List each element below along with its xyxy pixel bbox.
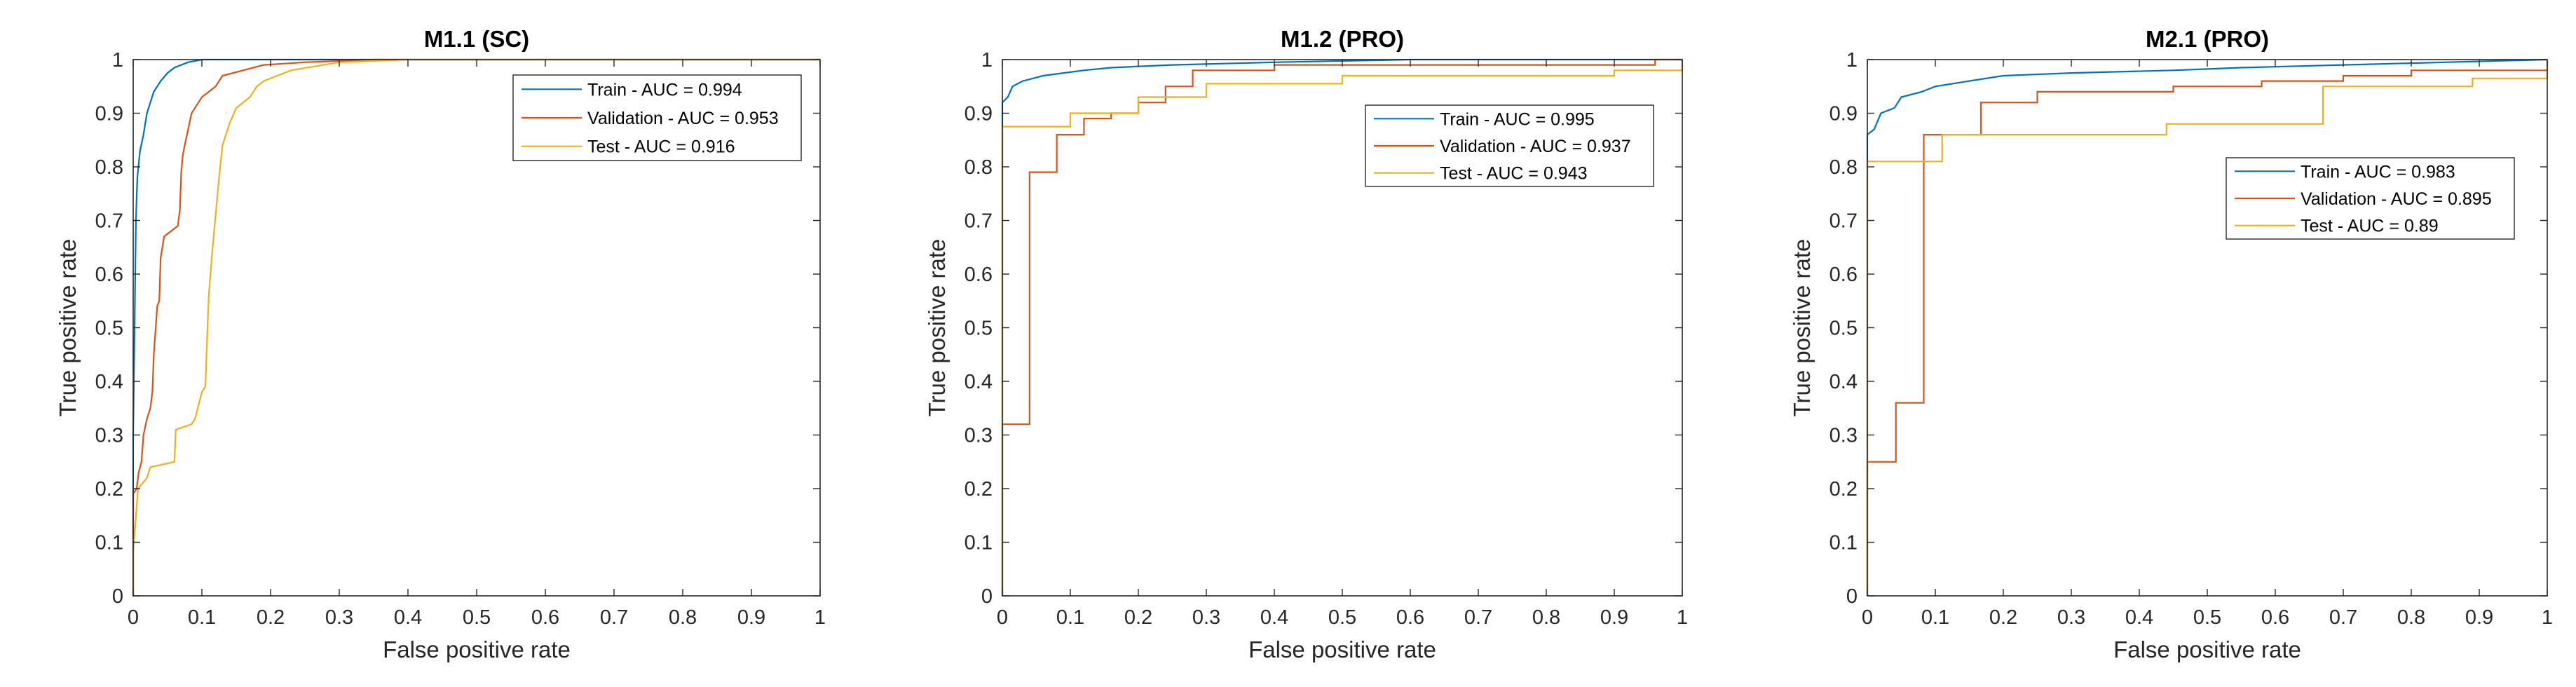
x-tick-label: 0.7 <box>2329 606 2357 629</box>
legend-label-train: Train - AUC = 0.983 <box>2301 162 2455 182</box>
x-tick-label: 0.6 <box>531 606 559 629</box>
y-tick-label: 0.2 <box>1829 478 1858 501</box>
y-tick-label: 0.2 <box>965 478 993 501</box>
y-tick-label: 0 <box>1846 585 1858 608</box>
chart-title: M1.1 (SC) <box>424 26 529 52</box>
legend: Train - AUC = 0.983 Validation - AUC = 0.… <box>2226 157 2515 240</box>
roc-curve-train <box>1866 58 2548 596</box>
y-tick-label: 0.6 <box>1829 264 1858 286</box>
x-tick-label: 1 <box>815 606 826 629</box>
legend-label-test: Test - AUC = 0.916 <box>587 137 735 157</box>
x-tick-label: 0.1 <box>1056 606 1084 629</box>
y-tick-label: 0 <box>112 585 123 608</box>
y-axis-label: True positive rate <box>55 239 81 417</box>
y-tick-label: 0 <box>981 585 993 608</box>
y-tick-label: 0.3 <box>965 425 993 447</box>
y-tick-label: 0.1 <box>95 532 123 555</box>
roc-curve-validation <box>1866 60 2549 596</box>
y-tick-label: 0.3 <box>1829 425 1858 447</box>
chart-title: M2.1 (PRO) <box>2146 26 2269 52</box>
y-tick-label: 0.7 <box>95 210 123 233</box>
roc-curve-test <box>132 58 820 596</box>
x-tick-label: 0.7 <box>1464 606 1492 629</box>
y-tick-label: 0.3 <box>95 425 123 447</box>
y-tick-label: 0.8 <box>95 156 123 179</box>
y-tick-label: 0.4 <box>965 371 993 393</box>
x-tick-label: 0.4 <box>394 606 422 629</box>
x-tick-label: 0.3 <box>1192 606 1220 629</box>
x-axis-label: False positive rate <box>1248 637 1436 662</box>
roc-curve-validation <box>132 58 820 596</box>
x-tick-label: 0.5 <box>2193 606 2221 629</box>
x-tick-label: 0.5 <box>1328 606 1356 629</box>
y-tick-label: 0.9 <box>1829 103 1858 125</box>
x-tick-label: 0.2 <box>1989 606 2017 629</box>
x-tick-label: 0.2 <box>1124 606 1152 629</box>
x-tick-label: 0 <box>1862 606 1873 629</box>
x-tick-label: 0.8 <box>2397 606 2425 629</box>
x-tick-label: 0.4 <box>2125 606 2153 629</box>
y-tick-label: 1 <box>112 49 123 72</box>
roc-curve-test <box>1001 60 1684 596</box>
legend-label-test: Test - AUC = 0.943 <box>1440 164 1588 184</box>
y-tick-label: 1 <box>1846 49 1858 72</box>
x-tick-label: 0.5 <box>463 606 491 629</box>
x-axis-label: False positive rate <box>2113 637 2301 662</box>
y-axis-label: True positive rate <box>924 239 950 417</box>
x-tick-label: 0.8 <box>669 606 697 629</box>
x-tick-label: 0.2 <box>257 606 285 629</box>
legend-label-train: Train - AUC = 0.994 <box>587 80 742 100</box>
legend-label-validation: Validation - AUC = 0.895 <box>2301 189 2492 209</box>
x-tick-label: 1 <box>2542 606 2553 629</box>
y-tick-label: 0.7 <box>1829 210 1858 233</box>
x-axis-label: False positive rate <box>383 637 571 662</box>
x-tick-label: 0.6 <box>1396 606 1424 629</box>
y-tick-label: 0.5 <box>1829 318 1858 340</box>
chart-title: M1.2 (PRO) <box>1281 26 1404 52</box>
y-tick-label: 0.8 <box>1829 156 1858 179</box>
y-tick-label: 0.7 <box>965 210 993 233</box>
x-tick-label: 0.6 <box>2261 606 2289 629</box>
y-tick-label: 0.4 <box>1829 371 1858 393</box>
x-tick-label: 0.7 <box>600 606 628 629</box>
y-tick-label: 0.8 <box>965 156 993 179</box>
roc-chart-2: 0 0.1 0.2 0.3 0.4 0.5 0.6 0.7 0.8 0.9 1 0 0.1 0.2 0.3 0… <box>924 26 1688 662</box>
x-tick-label: 0.1 <box>1921 606 1949 629</box>
y-tick-label: 0.1 <box>965 532 993 555</box>
y-tick-label: 0.5 <box>95 318 123 340</box>
legend-label-train: Train - AUC = 0.995 <box>1440 109 1595 129</box>
y-tick-label: 0.2 <box>95 478 123 501</box>
legend: Train - AUC = 0.995 Validation - AUC = 0.… <box>1365 104 1654 187</box>
y-tick-label: 0.9 <box>965 103 993 125</box>
legend-label-test: Test - AUC = 0.89 <box>2301 217 2439 236</box>
legend-label-validation: Validation - AUC = 0.937 <box>1440 137 1631 156</box>
x-tick-label: 0.1 <box>188 606 216 629</box>
roc-curve-train <box>132 58 820 596</box>
y-tick-label: 0.1 <box>1829 532 1858 555</box>
legend-label-validation: Validation - AUC = 0.953 <box>587 109 779 128</box>
roc-chart-3: 0 0.1 0.2 0.3 0.4 0.5 0.6 0.7 0.8 0.9 1 0 0.1 0.2 0.3 0… <box>1789 26 2553 662</box>
x-tick-label: 0.3 <box>2057 606 2085 629</box>
x-tick-label: 0.9 <box>2465 606 2493 629</box>
y-tick-label: 1 <box>981 49 993 72</box>
y-tick-label: 0.4 <box>95 371 123 393</box>
y-tick-label: 0.6 <box>965 264 993 286</box>
y-axis-label: True positive rate <box>1789 239 1815 417</box>
x-tick-label: 0.3 <box>325 606 353 629</box>
roc-curve-test <box>1866 60 2549 596</box>
x-tick-label: 0.8 <box>1532 606 1560 629</box>
y-tick-label: 0.9 <box>95 103 123 125</box>
x-tick-label: 0 <box>128 606 139 629</box>
x-tick-label: 0.4 <box>1260 606 1288 629</box>
x-tick-label: 1 <box>1677 606 1688 629</box>
y-tick-label: 0.5 <box>965 318 993 340</box>
legend: Train - AUC = 0.994 Validation - AUC = 0.… <box>512 74 802 161</box>
roc-chart-1: 0 0.1 0.2 0.3 0.4 0.5 0.6 0.7 0.8 0.9 1 0 0.1 0.2 0.3 0… <box>55 26 826 662</box>
x-tick-label: 0.9 <box>737 606 765 629</box>
x-tick-label: 0 <box>997 606 1008 629</box>
x-tick-label: 0.9 <box>1600 606 1628 629</box>
y-tick-label: 0.6 <box>95 264 123 286</box>
